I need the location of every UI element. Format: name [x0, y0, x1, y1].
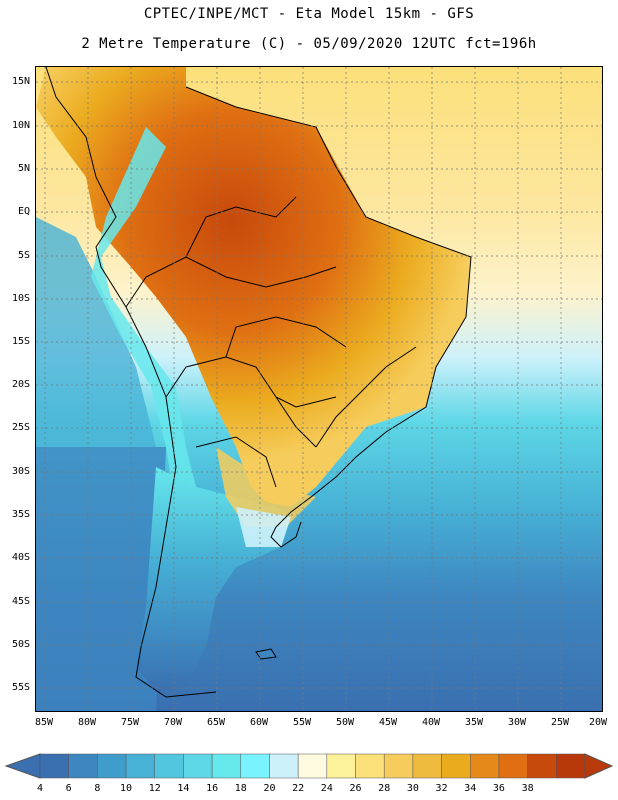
lon-label: 75W: [120, 717, 140, 728]
colorbar-swatch: [183, 753, 213, 779]
colorbar-label: 26: [349, 783, 362, 794]
lon-label: 25W: [550, 717, 570, 728]
map-title-line2: 2 Metre Temperature (C) - 05/09/2020 12U…: [81, 36, 537, 52]
lat-label: 45S: [11, 596, 30, 607]
colorbar-label: 6: [65, 783, 72, 794]
lon-label: 35W: [464, 717, 484, 728]
lat-label: 30S: [11, 466, 30, 477]
colorbar-swatch: [68, 753, 98, 779]
lon-label: 85W: [34, 717, 54, 728]
colorbar-label: 30: [406, 783, 419, 794]
lat-label: 15N: [11, 76, 30, 87]
colorbar-swatch: [97, 753, 127, 779]
colorbar-swatch: [125, 753, 155, 779]
lat-label: 10S: [11, 293, 30, 304]
temperature-map: [35, 66, 603, 712]
map-title-line1: CPTEC/INPE/MCT - Eta Model 15km - GFS: [143, 6, 475, 22]
colorbar-label: 10: [120, 783, 133, 794]
lat-label: 10N: [11, 120, 30, 131]
colorbar-label: 12: [148, 783, 161, 794]
colorbar-swatch: [240, 753, 270, 779]
lat-label: 40S: [11, 552, 30, 563]
colorbar-label: 38: [521, 783, 534, 794]
lat-label: EQ: [17, 206, 30, 217]
colorbar-label: 24: [320, 783, 333, 794]
colorbar-low-arrow: [4, 753, 41, 779]
colorbar-swatch: [470, 753, 500, 779]
colorbar-swatch: [441, 753, 471, 779]
colorbar-swatch: [211, 753, 242, 779]
colorbar-swatch: [355, 753, 385, 779]
lat-label: 50S: [11, 639, 30, 650]
colorbar-label: 34: [464, 783, 477, 794]
lon-label: 20W: [588, 717, 608, 728]
lat-label: 15S: [11, 336, 30, 347]
colorbar-swatch: [269, 753, 299, 779]
lon-label: 70W: [163, 717, 183, 728]
lon-label: 55W: [292, 717, 312, 728]
lon-label: 60W: [249, 717, 269, 728]
colorbar-swatch: [297, 753, 328, 779]
colorbar-swatch: [383, 753, 414, 779]
lat-label: 5S: [17, 250, 30, 261]
lon-label: 65W: [206, 717, 226, 728]
lat-label: 5N: [17, 163, 30, 174]
colorbar-label: 20: [263, 783, 276, 794]
lat-label: 25S: [11, 422, 30, 433]
lon-label: 50W: [335, 717, 355, 728]
lat-label: 35S: [11, 509, 30, 520]
lat-label: 55S: [11, 682, 30, 693]
colorbar-swatch: [498, 753, 528, 779]
colorbar-high-arrow: [584, 753, 614, 779]
colorbar-swatch: [412, 753, 442, 779]
colorbar-swatch: [154, 753, 184, 779]
colorbar-label: 16: [206, 783, 219, 794]
colorbar-label: 8: [94, 783, 101, 794]
lon-label: 40W: [421, 717, 441, 728]
temperature-field: [36, 67, 602, 711]
lon-label: 30W: [507, 717, 527, 728]
colorbar-label: 32: [435, 783, 448, 794]
colorbar-label: 36: [492, 783, 505, 794]
colorbar-swatch: [556, 753, 586, 779]
colorbar: [4, 753, 614, 779]
colorbar-label: 28: [378, 783, 391, 794]
lon-label: 45W: [378, 717, 398, 728]
colorbar-label: 14: [177, 783, 190, 794]
colorbar-label: 4: [36, 783, 44, 794]
colorbar-swatch: [326, 753, 356, 779]
colorbar-swatch: [39, 753, 69, 779]
lon-label: 80W: [77, 717, 97, 728]
colorbar-label: 22: [292, 783, 305, 794]
colorbar-label: 18: [234, 783, 247, 794]
lat-label: 20S: [11, 379, 30, 390]
colorbar-swatch: [527, 753, 557, 779]
